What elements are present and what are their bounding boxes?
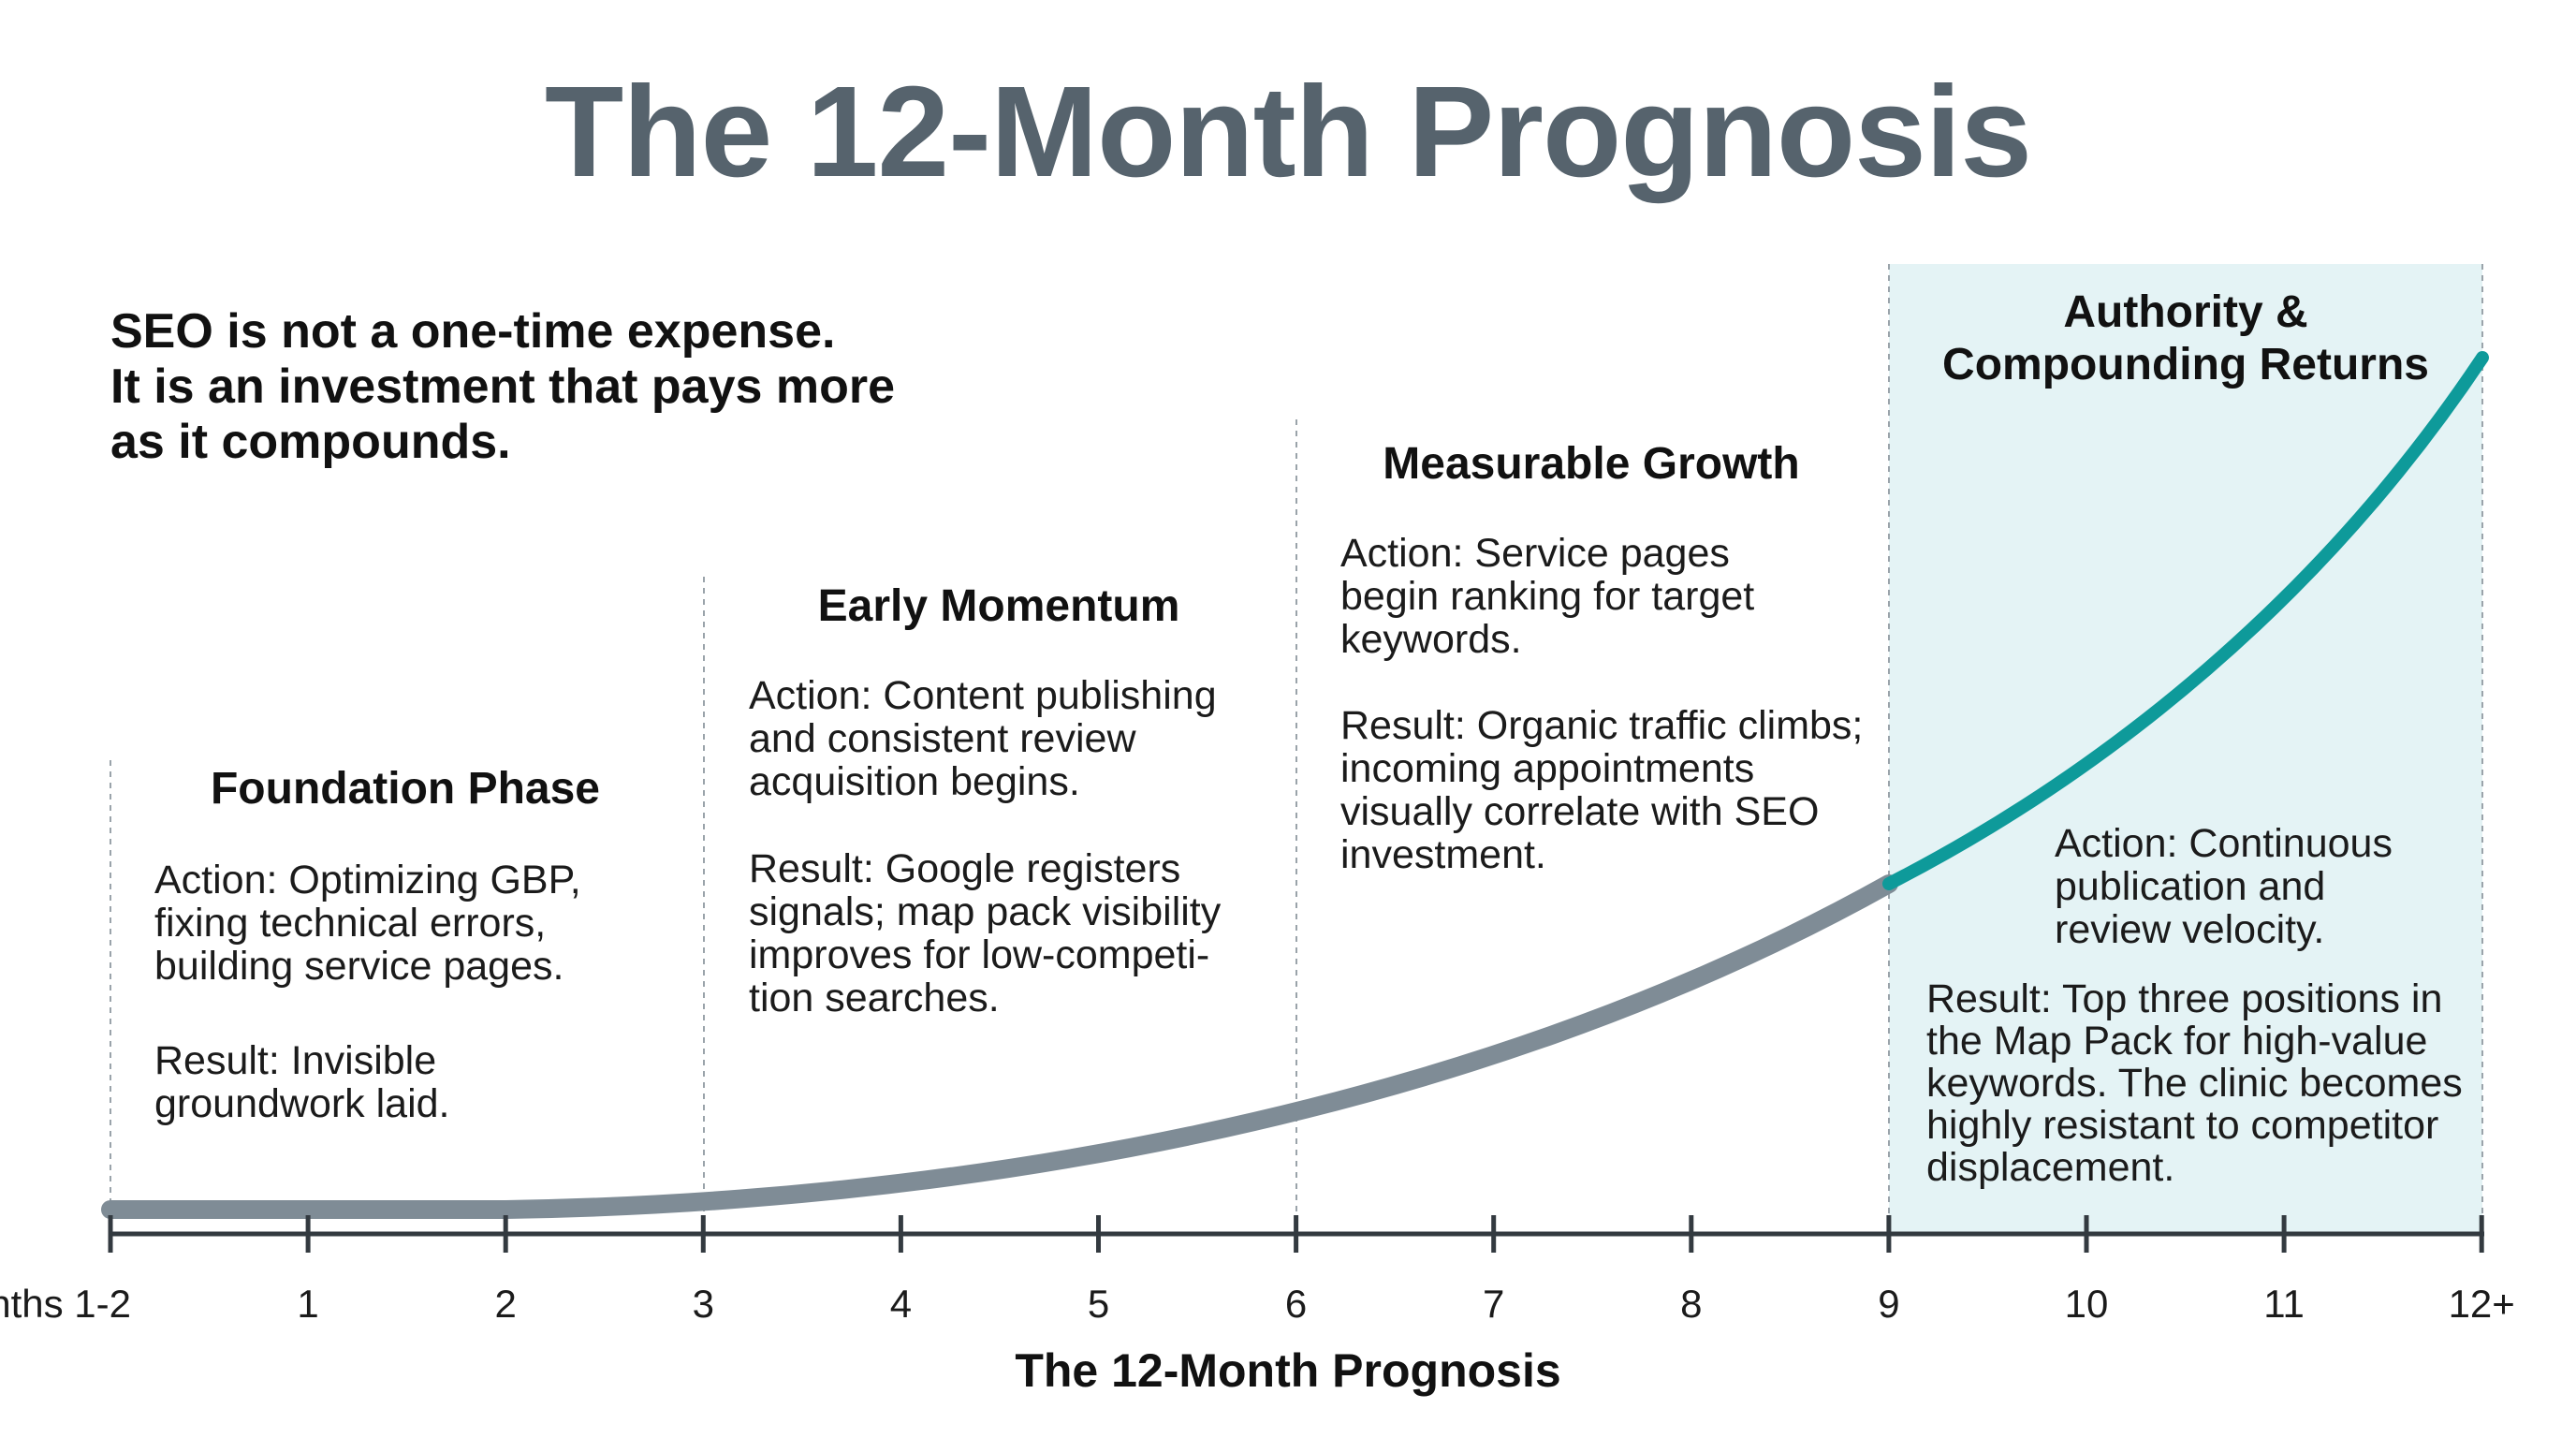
axis-tick-label: 12+ [2449, 1282, 2515, 1326]
phase-heading-early-momentum: Early Momentum [741, 580, 1256, 633]
page-title: The 12-Month Prognosis [544, 60, 2032, 204]
tagline-line: as it compounds. [110, 415, 511, 469]
phase-heading-line: Authority & [2063, 287, 2308, 337]
tagline: SEO is not a one-time expense. It is an … [110, 304, 895, 470]
text-line: tion searches. [749, 976, 1000, 1020]
text-line: Result: Google registers [749, 846, 1181, 891]
text-line: investment. [1340, 832, 1546, 877]
axis-tick-label: 7 [1483, 1282, 1504, 1326]
text-line: begin ranking for target [1340, 574, 1755, 619]
axis-tick-label: 11 [2263, 1282, 2305, 1326]
text-line: acquisition begins. [749, 759, 1080, 804]
phase-heading-line: Compounding Returns [1942, 340, 2429, 389]
text-line: Action: Continuous [2055, 821, 2393, 866]
text-line: and consistent review [749, 716, 1136, 761]
text-line: displacement. [1926, 1145, 2175, 1190]
text-line: keywords. The clinic becomes [1926, 1061, 2463, 1106]
axis-tick-label: 8 [1680, 1282, 1702, 1326]
text-line: groundwork laid. [154, 1081, 450, 1126]
phase-result-early-momentum: Result: Google registers signals; map pa… [749, 847, 1221, 1020]
growth-curve-compounding [1882, 351, 2489, 890]
text-line: fixing technical errors, [154, 901, 547, 946]
axis-tick-label: Months 1-2 [0, 1282, 131, 1326]
tagline-line: It is an investment that pays more [110, 360, 896, 414]
authority-phase-highlight [1889, 264, 2482, 1232]
text-line: publication and [2055, 864, 2326, 909]
axis-tick-label: 2 [495, 1282, 517, 1326]
text-line: incoming appointments [1340, 746, 1755, 791]
phase-action-measurable-growth: Action: Service pages begin ranking for … [1340, 532, 1754, 661]
text-line: Result: Invisible [154, 1038, 437, 1083]
phase-heading-authority: Authority & Compounding Returns [1900, 286, 2471, 391]
text-line: Action: Optimizing GBP, [154, 858, 581, 902]
text-line: improves for low-competi- [749, 932, 1210, 977]
phase-heading-foundation: Foundation Phase [148, 763, 663, 815]
text-line: building service pages. [154, 944, 564, 989]
phase-heading-line: Foundation Phase [210, 764, 600, 814]
phase-result-measurable-growth: Result: Organic traffic climbs; incoming… [1340, 704, 1863, 876]
phase-heading-line: Early Momentum [817, 581, 1180, 631]
phase-result-authority: Result: Top three positions in the Map P… [1926, 978, 2463, 1189]
text-line: signals; map pack visibility [749, 889, 1222, 934]
text-line: visually correlate with SEO [1340, 789, 1820, 834]
text-line: Result: Organic traffic climbs; [1340, 703, 1864, 748]
text-line: Action: Service pages [1340, 531, 1730, 576]
axis-tick-label: 4 [890, 1282, 912, 1326]
phase-action-early-momentum: Action: Content publishing and consisten… [749, 674, 1217, 803]
axis-tick-label: 6 [1285, 1282, 1307, 1326]
phase-action-foundation: Action: Optimizing GBP, fixing technical… [154, 858, 581, 988]
phase-heading-line: Measurable Growth [1383, 439, 1800, 489]
axis-title: The 12-Month Prognosis [1015, 1344, 1561, 1397]
phase-heading-measurable-growth: Measurable Growth [1334, 438, 1849, 491]
text-line: highly resistant to competitor [1926, 1103, 2439, 1148]
axis-tick-label: 1 [297, 1282, 318, 1326]
text-line: Result: Top three positions in [1926, 976, 2443, 1021]
text-line: review velocity. [2055, 907, 2325, 952]
text-line: Action: Content publishing [749, 673, 1217, 718]
axis-tick-label: 10 [2065, 1282, 2109, 1326]
axis-tick-label: 9 [1878, 1282, 1899, 1326]
axis-tick-label: 3 [693, 1282, 714, 1326]
text-line: the Map Pack for high-value [1926, 1019, 2428, 1064]
text-line: keywords. [1340, 617, 1522, 662]
growth-curve-early [101, 874, 1898, 1219]
tagline-line: SEO is not a one-time expense. [110, 304, 836, 359]
phase-result-foundation: Result: Invisible groundwork laid. [154, 1039, 450, 1125]
axis-tick-label: 5 [1088, 1282, 1109, 1326]
phase-action-authority: Action: Continuous publication and revie… [2055, 822, 2393, 951]
